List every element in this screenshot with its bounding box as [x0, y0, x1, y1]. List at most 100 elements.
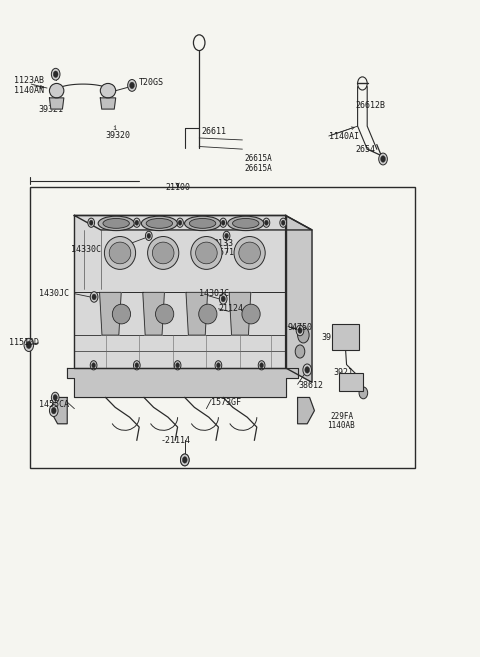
Text: 1573GF: 1573GF	[211, 397, 241, 407]
Circle shape	[251, 311, 258, 322]
Polygon shape	[74, 215, 286, 368]
Circle shape	[359, 387, 368, 399]
Ellipse shape	[191, 237, 222, 269]
Ellipse shape	[156, 304, 174, 324]
Circle shape	[133, 218, 140, 227]
Polygon shape	[298, 397, 314, 424]
Ellipse shape	[49, 83, 64, 98]
Ellipse shape	[142, 216, 178, 231]
Text: 2654: 2654	[355, 145, 375, 154]
Text: i: i	[112, 125, 116, 131]
Circle shape	[298, 328, 302, 333]
Circle shape	[264, 220, 268, 225]
Text: 229FA: 229FA	[330, 412, 353, 421]
Ellipse shape	[146, 218, 173, 229]
Text: 3921: 3921	[334, 368, 354, 377]
Polygon shape	[50, 397, 67, 424]
Circle shape	[219, 294, 227, 304]
Circle shape	[92, 363, 96, 368]
Circle shape	[260, 363, 264, 368]
Ellipse shape	[98, 216, 134, 231]
Text: 26612B: 26612B	[355, 101, 385, 110]
Polygon shape	[286, 215, 312, 382]
Text: 1455CA: 1455CA	[39, 399, 69, 409]
Circle shape	[26, 342, 31, 348]
Circle shape	[221, 296, 225, 302]
Text: 1430JC: 1430JC	[39, 289, 69, 298]
Bar	[339, 373, 363, 391]
Ellipse shape	[112, 304, 131, 324]
Polygon shape	[100, 292, 121, 335]
Circle shape	[220, 218, 227, 227]
Circle shape	[135, 220, 139, 225]
Ellipse shape	[239, 242, 261, 264]
Circle shape	[135, 363, 139, 368]
Circle shape	[51, 68, 60, 80]
Circle shape	[178, 220, 182, 225]
Ellipse shape	[232, 218, 259, 229]
Circle shape	[90, 292, 98, 302]
Circle shape	[51, 407, 56, 414]
Text: 11510D: 11510D	[9, 338, 38, 347]
Circle shape	[176, 363, 180, 368]
Circle shape	[90, 361, 97, 370]
Circle shape	[133, 361, 140, 370]
Bar	[30, 187, 415, 468]
Circle shape	[379, 153, 387, 165]
Circle shape	[263, 218, 270, 227]
Circle shape	[145, 231, 152, 240]
Circle shape	[89, 220, 93, 225]
Ellipse shape	[196, 242, 217, 264]
Text: 1123AB: 1123AB	[14, 76, 44, 85]
Text: 38612: 38612	[299, 380, 324, 390]
Circle shape	[174, 361, 181, 370]
Circle shape	[298, 327, 309, 343]
Circle shape	[92, 294, 96, 300]
Text: 39320: 39320	[105, 131, 130, 141]
Circle shape	[252, 314, 256, 319]
Circle shape	[182, 457, 187, 463]
Text: 39180: 39180	[322, 332, 347, 342]
Circle shape	[24, 338, 34, 351]
Circle shape	[130, 82, 134, 89]
Circle shape	[305, 367, 310, 373]
Text: 94750: 94750	[288, 323, 313, 332]
Text: 14330C: 14330C	[71, 244, 101, 254]
Ellipse shape	[105, 237, 135, 269]
Circle shape	[147, 233, 151, 238]
Circle shape	[221, 220, 225, 225]
Text: 1430JC: 1430JC	[199, 288, 229, 298]
Text: 1571TC: 1571TC	[214, 248, 243, 257]
Ellipse shape	[109, 242, 131, 264]
Ellipse shape	[234, 237, 265, 269]
Circle shape	[51, 392, 59, 403]
Ellipse shape	[242, 304, 260, 324]
Circle shape	[281, 220, 285, 225]
Circle shape	[280, 218, 287, 227]
Text: 21100: 21100	[165, 183, 190, 193]
Circle shape	[53, 395, 57, 400]
Bar	[332, 324, 359, 350]
Text: 2133: 2133	[214, 238, 234, 248]
Polygon shape	[229, 292, 251, 335]
Circle shape	[49, 405, 58, 417]
Text: 39321: 39321	[38, 105, 63, 114]
Circle shape	[296, 325, 304, 336]
Text: 26615A: 26615A	[245, 154, 273, 164]
Ellipse shape	[199, 304, 217, 324]
Circle shape	[258, 361, 265, 370]
Circle shape	[182, 457, 187, 463]
Circle shape	[381, 156, 385, 162]
Text: T20GS: T20GS	[139, 78, 164, 87]
Circle shape	[180, 454, 189, 466]
Ellipse shape	[103, 218, 129, 229]
Circle shape	[88, 218, 95, 227]
Polygon shape	[49, 98, 64, 109]
Circle shape	[223, 231, 230, 240]
Text: 1140AI: 1140AI	[329, 132, 359, 141]
Text: 26615A: 26615A	[245, 164, 273, 173]
Circle shape	[128, 79, 136, 91]
Ellipse shape	[189, 218, 216, 229]
Text: -21114: -21114	[161, 436, 191, 445]
Circle shape	[295, 345, 305, 358]
